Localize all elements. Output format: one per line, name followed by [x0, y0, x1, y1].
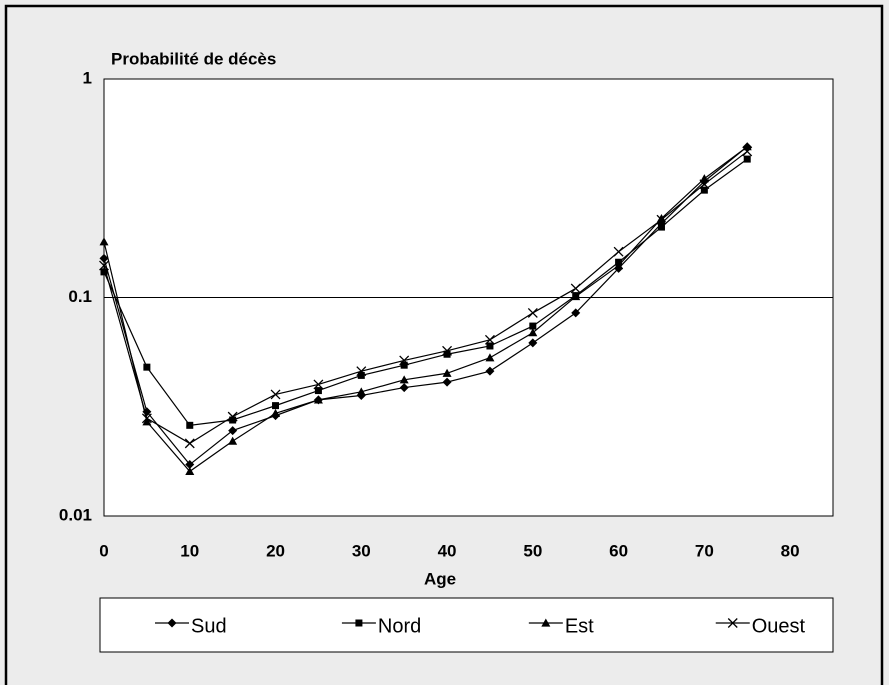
marker [614, 261, 624, 270]
legend-label: Sud [191, 615, 227, 637]
marker [228, 426, 238, 436]
series-line [103, 150, 748, 445]
marker [485, 353, 495, 362]
marker [442, 368, 452, 377]
marker [356, 366, 367, 377]
x-tick-label: 40 [438, 541, 457, 560]
y-tick-label: 0.1 [68, 287, 92, 306]
legend-marker [355, 619, 363, 627]
marker [184, 438, 195, 449]
marker [399, 383, 409, 393]
marker [99, 260, 109, 271]
marker [141, 413, 152, 424]
marker [699, 179, 710, 190]
marker [270, 389, 281, 400]
x-tick-label: 30 [352, 541, 371, 560]
marker [529, 322, 537, 330]
marker [100, 268, 108, 276]
marker [313, 379, 324, 390]
x-tick-label: 10 [180, 541, 199, 560]
x-tick-label: 50 [523, 541, 542, 560]
y-tick-label: 0.01 [59, 505, 92, 524]
marker [571, 308, 581, 318]
marker [699, 174, 709, 183]
marker [400, 361, 408, 369]
series-line [103, 146, 748, 466]
y-tick-label: 1 [83, 68, 92, 87]
marker [743, 155, 751, 163]
marker [99, 253, 109, 263]
marker [356, 387, 366, 396]
marker [272, 402, 280, 410]
marker [570, 283, 581, 294]
marker [571, 292, 581, 301]
marker [357, 371, 365, 379]
marker [227, 411, 238, 422]
legend-label: Ouest [752, 615, 806, 637]
x-tick-label: 80 [781, 541, 800, 560]
marker [313, 395, 323, 404]
marker [742, 142, 752, 151]
marker [528, 328, 538, 337]
legend-label: Est [565, 615, 594, 637]
marker [99, 237, 109, 246]
marker [527, 307, 538, 318]
marker [486, 342, 494, 350]
marker [742, 146, 753, 157]
marker [185, 460, 195, 470]
legend-marker [727, 618, 738, 628]
marker [229, 416, 237, 424]
marker [657, 223, 665, 231]
marker [314, 387, 322, 395]
marker [399, 355, 410, 366]
marker [186, 421, 194, 429]
marker [656, 213, 666, 223]
marker [442, 345, 453, 356]
marker [185, 466, 195, 475]
x-axis-title: Age [424, 569, 456, 588]
marker [484, 334, 495, 345]
legend-marker [167, 618, 177, 628]
x-tick-label: 60 [609, 541, 628, 560]
marker [443, 350, 451, 358]
marker [399, 375, 409, 384]
marker [613, 246, 624, 257]
marker [528, 338, 538, 348]
marker [700, 186, 708, 194]
marker [142, 417, 152, 426]
marker [271, 408, 281, 417]
x-tick-label: 0 [99, 541, 108, 560]
x-tick-label: 20 [266, 541, 285, 560]
marker [228, 436, 238, 445]
series-line [103, 158, 748, 426]
marker [143, 363, 151, 371]
x-tick-label: 70 [695, 541, 714, 560]
marker [485, 366, 495, 376]
legend [99, 597, 834, 653]
y-axis-title: Probabilité de décès [111, 49, 276, 68]
marker [656, 214, 667, 225]
series-line [103, 146, 748, 473]
legend-marker [541, 618, 551, 627]
legend-label: Nord [378, 615, 421, 637]
marker [442, 377, 452, 387]
